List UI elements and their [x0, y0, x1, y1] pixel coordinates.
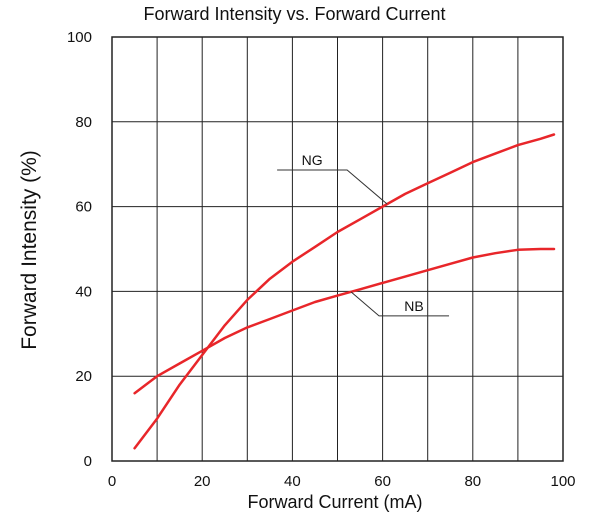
- annotation-leader-nb: [350, 291, 450, 317]
- x-axis-label: Forward Current (mA): [247, 492, 423, 512]
- x-tick-label: 60: [374, 473, 391, 490]
- annotation-label-ng: NG: [302, 152, 323, 168]
- x-tick-label: 100: [550, 473, 575, 490]
- series-line-nb: [133, 247, 556, 395]
- y-tick-label: 80: [75, 114, 92, 131]
- chart-title: Forward Intensity vs. Forward Current: [143, 4, 446, 24]
- y-axis-label: Forward Intensity (%): [18, 150, 41, 350]
- plot-frame: [111, 36, 564, 462]
- y-tick-label: 60: [75, 199, 92, 216]
- y-tick-label: 20: [75, 368, 92, 385]
- x-tick-label: 20: [194, 473, 211, 490]
- x-tick-label: 0: [108, 473, 116, 490]
- y-tick-label: 40: [75, 283, 92, 300]
- annotation-leader-ng: [277, 169, 388, 205]
- x-tick-label: 80: [464, 473, 481, 490]
- y-tick-label: 0: [84, 453, 92, 470]
- x-tick-label: 40: [284, 473, 301, 490]
- annotation-label-nb: NB: [404, 298, 423, 314]
- y-tick-label: 100: [67, 29, 92, 46]
